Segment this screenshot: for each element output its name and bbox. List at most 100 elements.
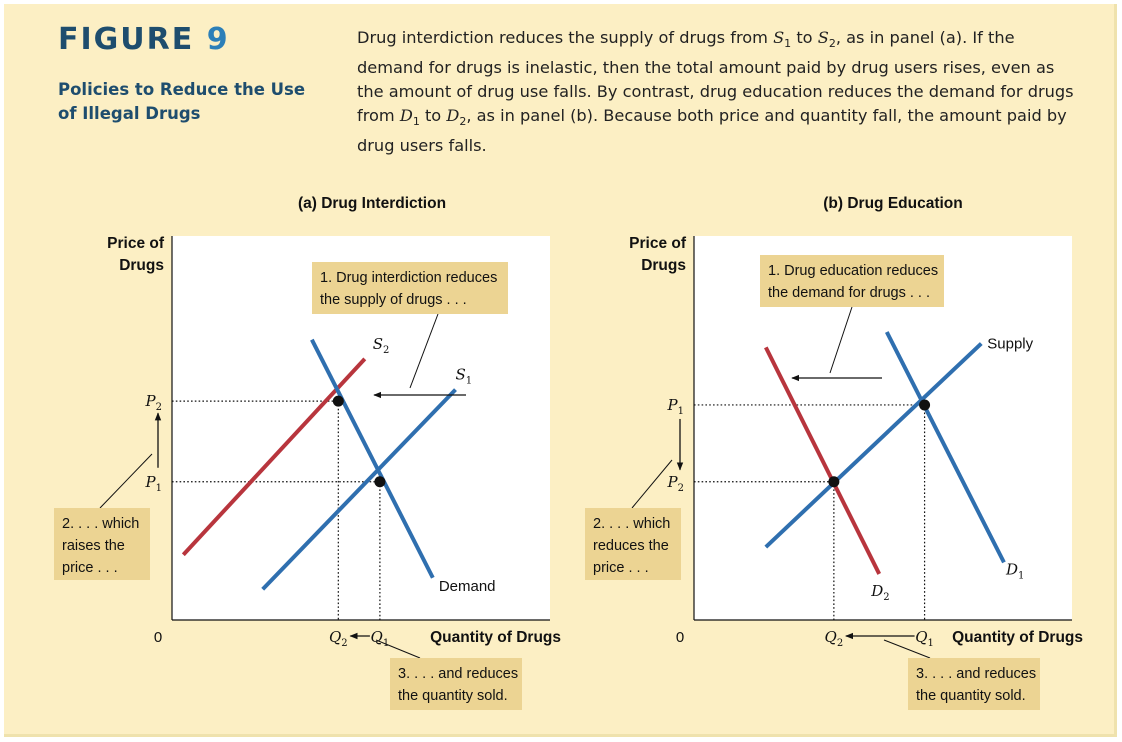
price-tick-label: P2 — [145, 392, 162, 413]
price-tick-label-letter: P — [145, 392, 157, 410]
y-axis-label: Price of — [107, 235, 165, 252]
caption-run: S — [773, 28, 785, 47]
price-tick-label-sub: 2 — [678, 483, 684, 494]
equilibrium-point — [332, 395, 344, 407]
quantity-tick-label-sub: 2 — [837, 638, 843, 649]
caption-run: , as in panel (a). If the demand for dru… — [357, 28, 1074, 126]
price-tick-label-sub: 1 — [678, 406, 684, 417]
callout-box — [585, 508, 681, 580]
series-label-Supply: Supply — [987, 336, 1033, 353]
y-axis-label: Drugs — [641, 257, 686, 274]
quantity-tick-label: Q1 — [915, 628, 934, 649]
series-label-D1-letter: D — [1005, 560, 1018, 578]
caption-run: 2 — [459, 115, 467, 129]
callout-text: the supply of drugs . . . — [320, 292, 467, 308]
series-line-Demand — [310, 338, 435, 579]
series-label-S2: S2 — [373, 335, 390, 356]
quantity-tick-label-sub: 1 — [383, 638, 389, 649]
series-label-D2-sub: 2 — [883, 592, 889, 603]
callout-text: the quantity sold. — [916, 688, 1026, 704]
price-tick-label-sub: 2 — [156, 402, 162, 413]
series-line-D1 — [884, 331, 1006, 564]
callout-leader-line — [409, 313, 439, 389]
series-line-Supply — [764, 342, 983, 549]
figure-label-word: FIGURE — [58, 22, 195, 57]
price-tick-label-letter: P — [667, 473, 679, 491]
price-tick-label: P1 — [145, 473, 162, 494]
series-label-S2-letter: S — [373, 335, 383, 353]
callout-box — [760, 255, 944, 307]
callout-leader-line — [883, 639, 931, 659]
figure-label-number: 9 — [206, 22, 230, 57]
figure-label: FIGURE 9 — [58, 22, 230, 57]
callout-text: 2. . . . which — [62, 516, 139, 532]
caption-run: 1 — [412, 115, 420, 129]
figure-caption: Drug interdiction reduces the supply of … — [357, 26, 1077, 158]
callout-leader-line — [829, 306, 853, 374]
series-label-Demand: Demand — [439, 578, 496, 595]
series-label-S2-sub: 2 — [383, 345, 389, 356]
quantity-tick-label-sub: 1 — [928, 638, 934, 649]
chart-panel-b: (b) Drug Education Price of Drugs Quantity … — [585, 195, 1083, 710]
quantity-tick-label-letter: Q — [825, 628, 837, 646]
quantity-tick-label: Q1 — [371, 628, 390, 649]
series-label-D2-letter: D — [870, 582, 883, 600]
callout-leader-line — [375, 639, 421, 659]
price-tick-label-letter: P — [145, 473, 157, 491]
callout-text: 2. . . . which — [593, 516, 670, 532]
callout-text: 3. . . . and reduces — [916, 666, 1036, 682]
series-label-D2: D2 — [870, 582, 889, 603]
caption-run: Drug interdiction reduces the supply of … — [357, 28, 774, 47]
equilibrium-point — [374, 476, 386, 488]
callout-text: the demand for drugs . . . — [768, 285, 930, 301]
series-label-S1-letter: S — [456, 366, 466, 384]
price-tick-label-sub: 1 — [156, 483, 162, 494]
caption-run: 2 — [828, 37, 836, 51]
price-tick-label-letter: P — [667, 396, 679, 414]
origin-label: 0 — [154, 629, 162, 646]
x-axis-label: Quantity of Drugs — [430, 629, 561, 646]
callout-text: 1. Drug education reduces — [768, 263, 938, 279]
callout-box — [390, 658, 522, 710]
quantity-tick-label: Q2 — [825, 628, 844, 649]
callout-text: 3. . . . and reduces — [398, 666, 518, 682]
chart-title: (b) Drug Education — [823, 195, 963, 212]
price-tick-label: P2 — [667, 473, 684, 494]
chart-title: (a) Drug Interdiction — [298, 195, 446, 212]
callout-text: raises the — [62, 538, 125, 554]
series-label-D1-sub: 1 — [1018, 570, 1024, 581]
series-line-S1 — [261, 388, 457, 591]
equilibrium-point — [919, 399, 931, 411]
caption-run: S — [817, 28, 829, 47]
chart-panel-a: (a) Drug Interdiction Price of Drugs Quanti… — [54, 195, 561, 710]
quantity-tick-label: Q2 — [329, 628, 348, 649]
caption-run: D — [399, 106, 413, 126]
caption-run: to — [419, 106, 447, 126]
callout-text: price . . . — [593, 560, 649, 576]
y-axis-label: Drugs — [119, 257, 164, 274]
callout-leader-line — [631, 459, 673, 509]
series-line-D2 — [764, 346, 882, 575]
quantity-tick-label-letter: Q — [915, 628, 927, 646]
callout-box — [908, 658, 1040, 710]
callout-text: reduces the — [593, 538, 669, 554]
callout-text: price . . . — [62, 560, 118, 576]
caption-run: D — [446, 106, 460, 126]
callout-leader-line — [99, 453, 153, 509]
series-label-S1-sub: 1 — [466, 376, 472, 387]
series-label-D1: D1 — [1005, 560, 1024, 581]
price-tick-label: P1 — [667, 396, 684, 417]
series-label-S1: S1 — [456, 366, 473, 387]
quantity-tick-label-letter: Q — [329, 628, 341, 646]
quantity-tick-label-sub: 2 — [341, 638, 347, 649]
callout-text: the quantity sold. — [398, 688, 508, 704]
caption-run: , as in panel (b). Because both price an… — [357, 106, 1067, 156]
figure-title: Policies to Reduce the Use of Illegal Dr… — [58, 80, 306, 123]
series-line-S2 — [181, 357, 367, 557]
callout-text: 1. Drug interdiction reduces — [320, 270, 497, 286]
quantity-tick-label-letter: Q — [371, 628, 383, 646]
callout-box — [54, 508, 150, 580]
equilibrium-point — [828, 476, 840, 488]
caption-run: to — [791, 28, 818, 47]
